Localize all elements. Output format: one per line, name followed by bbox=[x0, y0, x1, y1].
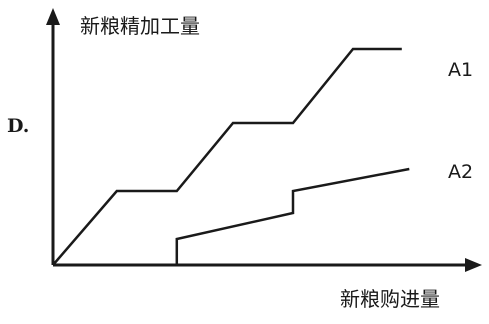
y-axis-arrow bbox=[46, 8, 60, 25]
panel-label: D. bbox=[7, 115, 29, 137]
series-label-a2: A2 bbox=[448, 161, 473, 183]
x-axis-arrow bbox=[465, 258, 482, 272]
y-axis-label: 新粮精加工量 bbox=[80, 14, 200, 38]
series-line-a1 bbox=[52, 47, 402, 266]
x-axis bbox=[53, 258, 482, 272]
y-axis bbox=[46, 8, 60, 265]
series-label-a1: A1 bbox=[448, 59, 473, 81]
series-layer: A1 A2 bbox=[52, 47, 473, 266]
series-line-a2 bbox=[175, 167, 410, 265]
x-axis-label: 新粮购进量 bbox=[340, 287, 440, 311]
